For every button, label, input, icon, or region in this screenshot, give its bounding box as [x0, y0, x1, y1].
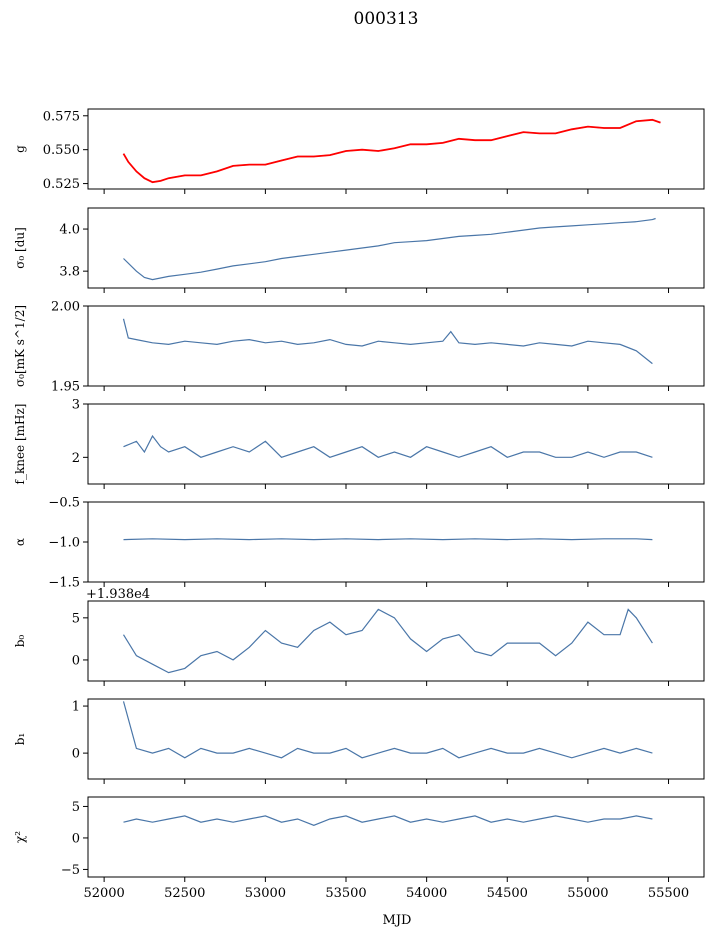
- ytick-label-b1: 1: [72, 700, 80, 715]
- x-axis-label: MJD: [383, 913, 412, 928]
- xtick-label: 52500: [164, 886, 205, 901]
- ytick-label-b1: 0: [72, 747, 80, 762]
- panel-alpha: −1.5 −1.0 −0.5 α: [13, 496, 705, 591]
- ylabel-sigma0_du: σ₀ [du]: [13, 227, 27, 269]
- panel-b1: 0 1 b₁: [13, 698, 705, 784]
- ytick-label-chi2: 0: [72, 831, 80, 846]
- panels: 0.525 0.550 0.575 g 3.8 4.0 σ₀ [du] 1.95 2.00 σ₀[…: [13, 108, 705, 901]
- ytick-label-sigma0_mk: 2.00: [51, 300, 80, 315]
- axes-frame-fknee: [87, 403, 705, 485]
- ytick-label-sigma0_du: 4.0: [59, 223, 80, 238]
- series-g-data: [122, 118, 661, 184]
- axes-frame-alpha: [87, 501, 705, 583]
- ytick-label-fknee: 2: [72, 451, 80, 466]
- series-g-model: [122, 119, 661, 183]
- xtick-label: 52000: [83, 886, 124, 901]
- panel-chi2: −5 0 5 52000 52500 53000 53500 54000 54500 55000 5…: [13, 796, 705, 901]
- ytick-label-g: 0.525: [43, 177, 80, 192]
- series-chi2-0: [123, 815, 653, 826]
- axes-frame-chi2: [87, 796, 705, 878]
- xtick-label: 55500: [648, 886, 689, 901]
- ytick-label-sigma0_du: 3.8: [59, 265, 80, 280]
- ytick-label-g: 0.575: [43, 109, 80, 124]
- ylabel-alpha: α: [13, 538, 27, 546]
- panel-sigma0_du: 3.8 4.0 σ₀ [du]: [13, 207, 705, 293]
- ylabel-b1: b₁: [13, 733, 27, 746]
- ytick-label-g: 0.550: [43, 143, 80, 158]
- axes-frame-g: [87, 108, 705, 190]
- ytick-label-alpha: −1.0: [48, 536, 80, 551]
- panel-b0: 0 5 b₀ +1.938e4: [13, 587, 705, 686]
- axes-frame-b0: [87, 600, 705, 682]
- xtick-label: 53500: [325, 886, 366, 901]
- series-alpha-0: [123, 538, 653, 541]
- xtick-label: 54000: [406, 886, 447, 901]
- offset-text-b0: +1.938e4: [86, 587, 150, 602]
- ylabel-fknee: f_knee [mHz]: [13, 404, 27, 485]
- xtick-label: 55000: [567, 886, 608, 901]
- ytick-label-sigma0_mk: 1.95: [51, 380, 80, 395]
- series-b1-0: [122, 701, 653, 759]
- ytick-label-b0: 5: [72, 611, 80, 626]
- ytick-label-b0: 0: [72, 653, 80, 668]
- panel-fknee: 2 3 f_knee [mHz]: [13, 398, 705, 489]
- ylabel-b0: b₀: [13, 635, 27, 648]
- axes-frame-sigma0_mk: [87, 305, 705, 387]
- ytick-label-alpha: −1.5: [48, 576, 80, 591]
- ylabel-g: g: [13, 145, 27, 153]
- series-b0-0: [122, 608, 653, 674]
- ytick-label-alpha: −0.5: [48, 496, 80, 511]
- panel-g: 0.525 0.550 0.575 g: [13, 108, 705, 194]
- xtick-label: 53000: [245, 886, 286, 901]
- series-sigma0_du-0: [123, 217, 656, 281]
- series-sigma0_mk-0: [122, 318, 653, 365]
- ylabel-sigma0_mk: σ₀[mK s^1/2]: [13, 305, 27, 387]
- ytick-label-chi2: 5: [72, 800, 80, 815]
- ytick-label-chi2: −5: [61, 863, 80, 878]
- axes-frame-sigma0_du: [87, 207, 705, 289]
- axes-frame-b1: [87, 698, 705, 780]
- panel-sigma0_mk: 1.95 2.00 σ₀[mK s^1/2]: [13, 300, 705, 395]
- ytick-label-fknee: 3: [72, 398, 80, 413]
- ylabel-chi2: χ²: [13, 831, 27, 843]
- series-fknee-0: [123, 434, 653, 458]
- figure-title: 000313: [354, 9, 419, 29]
- xtick-label: 54500: [487, 886, 528, 901]
